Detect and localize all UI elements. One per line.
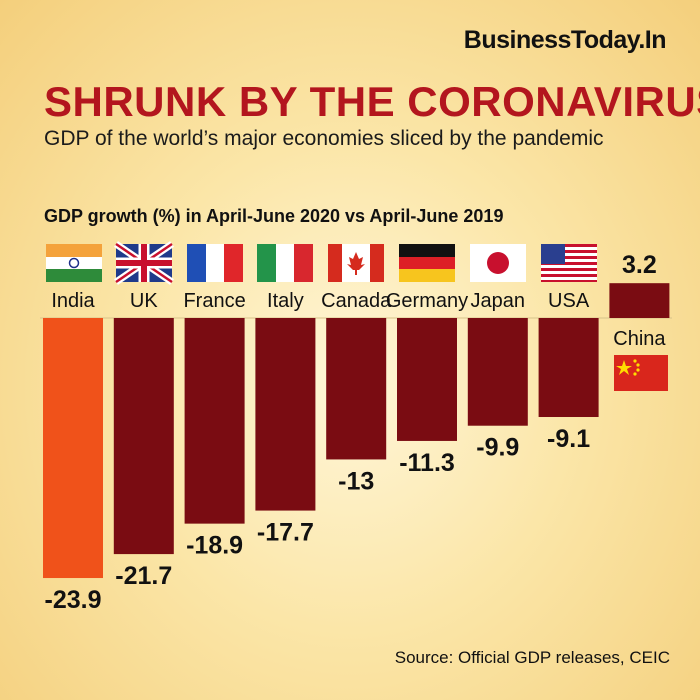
bar-china bbox=[609, 283, 670, 318]
bar-italy bbox=[255, 318, 316, 511]
canada-flag-icon bbox=[328, 244, 384, 282]
bar-uk bbox=[113, 318, 174, 555]
page-title: SHRUNK BY THE CORONAVIRUS bbox=[44, 78, 700, 125]
china-flag-icon bbox=[614, 355, 668, 391]
value-label-india: -23.9 bbox=[45, 586, 102, 614]
japan-flag-icon bbox=[470, 244, 526, 282]
chart-title: GDP growth (%) in April-June 2020 vs Apr… bbox=[44, 206, 504, 226]
bar-france bbox=[184, 318, 245, 524]
brand-logo: BusinessToday.In bbox=[463, 26, 667, 54]
flags-layer bbox=[46, 241, 668, 391]
bar-japan bbox=[467, 318, 528, 426]
bars-layer bbox=[43, 283, 670, 579]
category-label-germany: Germany bbox=[386, 290, 468, 312]
usa-flag-icon bbox=[541, 244, 597, 282]
category-label-italy: Italy bbox=[267, 290, 304, 312]
category-label-france: France bbox=[183, 290, 245, 312]
india-flag-icon bbox=[46, 244, 102, 282]
labels-layer: India -23.9 UK -21.7 France -18.9 Italy -17.7 Ca… bbox=[45, 251, 667, 614]
france-flag-icon bbox=[187, 244, 243, 282]
uk-flag-icon bbox=[114, 241, 174, 285]
category-label-japan: Japan bbox=[471, 290, 526, 312]
value-label-uk: -21.7 bbox=[115, 562, 172, 590]
value-label-canada: -13 bbox=[338, 467, 374, 495]
category-label-india: India bbox=[51, 290, 95, 312]
value-label-japan: -9.9 bbox=[476, 434, 519, 462]
italy-flag-icon bbox=[257, 244, 313, 282]
value-label-france: -18.9 bbox=[186, 532, 243, 560]
category-label-usa: USA bbox=[548, 290, 590, 312]
bar-india bbox=[43, 318, 103, 579]
value-label-usa: -9.1 bbox=[547, 425, 590, 453]
value-label-germany: -11.3 bbox=[399, 449, 455, 477]
germany-flag-icon bbox=[399, 244, 455, 282]
category-label-uk: UK bbox=[130, 290, 158, 312]
value-label-italy: -17.7 bbox=[257, 519, 314, 547]
category-label-china: China bbox=[613, 328, 666, 350]
bar-canada bbox=[326, 318, 387, 460]
value-label-china: 3.2 bbox=[622, 251, 657, 279]
bar-usa bbox=[538, 318, 599, 418]
category-label-canada: Canada bbox=[321, 290, 392, 312]
source-note: Source: Official GDP releases, CEIC bbox=[394, 648, 670, 667]
bar-germany bbox=[397, 318, 457, 441]
page-subtitle: GDP of the world’s major economies slice… bbox=[44, 127, 604, 150]
